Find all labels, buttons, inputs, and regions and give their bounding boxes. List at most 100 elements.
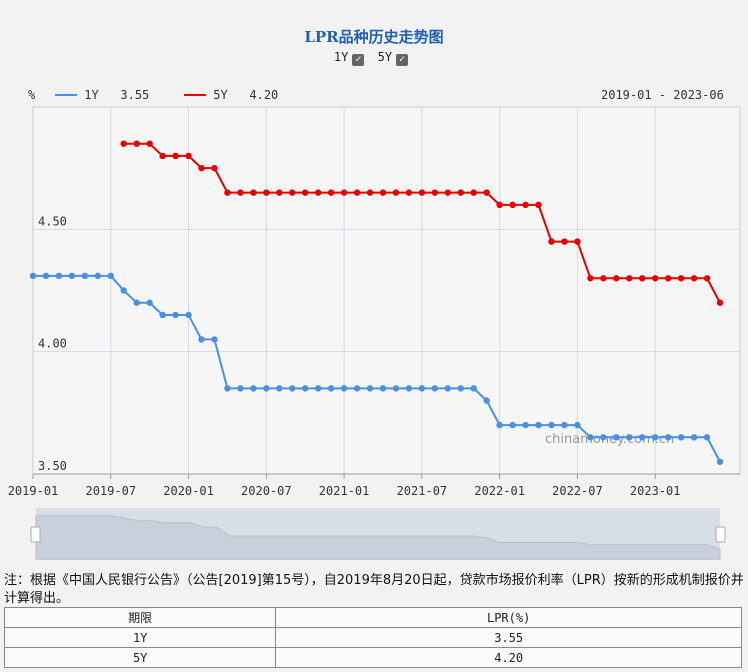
data-point-1Y[interactable] xyxy=(314,385,322,392)
data-point-1Y[interactable] xyxy=(483,397,490,404)
data-point-5Y[interactable] xyxy=(379,189,387,196)
data-point-1Y[interactable] xyxy=(405,385,413,392)
data-point-5Y[interactable] xyxy=(613,275,620,282)
legend-1y[interactable]: 1Y 3.55 xyxy=(55,88,149,102)
data-point-5Y[interactable] xyxy=(250,189,257,196)
data-point-1Y[interactable] xyxy=(133,299,140,306)
data-point-1Y[interactable] xyxy=(263,385,270,392)
data-point-1Y[interactable] xyxy=(185,311,192,319)
data-point-5Y[interactable] xyxy=(600,275,607,282)
toggle-1y-checkbox[interactable]: ✓ xyxy=(352,54,365,66)
data-point-5Y[interactable] xyxy=(639,275,646,282)
data-point-1Y[interactable] xyxy=(120,287,127,294)
data-point-5Y[interactable] xyxy=(431,189,439,196)
data-point-5Y[interactable] xyxy=(146,140,153,147)
data-point-1Y[interactable] xyxy=(107,272,114,280)
data-point-1Y[interactable] xyxy=(353,385,361,392)
data-point-5Y[interactable] xyxy=(496,201,503,209)
data-point-1Y[interactable] xyxy=(379,385,387,392)
data-point-5Y[interactable] xyxy=(353,189,361,196)
data-point-1Y[interactable] xyxy=(522,421,529,429)
data-point-5Y[interactable] xyxy=(263,189,270,196)
data-point-1Y[interactable] xyxy=(561,421,568,429)
legend-5y[interactable]: 5Y 4.20 xyxy=(184,88,278,102)
data-point-1Y[interactable] xyxy=(250,385,257,392)
data-point-5Y[interactable] xyxy=(509,201,516,209)
data-point-5Y[interactable] xyxy=(664,275,672,282)
data-point-1Y[interactable] xyxy=(327,385,335,392)
data-point-5Y[interactable] xyxy=(561,238,568,245)
data-point-1Y[interactable] xyxy=(535,421,542,429)
data-point-1Y[interactable] xyxy=(159,311,166,319)
data-point-5Y[interactable] xyxy=(237,189,244,196)
data-point-1Y[interactable] xyxy=(457,385,464,392)
data-point-5Y[interactable] xyxy=(457,189,464,196)
data-point-5Y[interactable] xyxy=(366,189,374,196)
data-point-5Y[interactable] xyxy=(211,164,218,172)
data-point-5Y[interactable] xyxy=(327,189,335,196)
data-point-5Y[interactable] xyxy=(716,299,724,306)
data-point-1Y[interactable] xyxy=(496,421,503,429)
data-point-5Y[interactable] xyxy=(703,275,711,282)
data-point-5Y[interactable] xyxy=(314,189,322,196)
navigator-left-handle[interactable] xyxy=(30,526,41,543)
data-point-1Y[interactable] xyxy=(392,385,400,392)
data-point-5Y[interactable] xyxy=(651,275,659,282)
toggle-5y-checkbox[interactable]: ✓ xyxy=(396,54,409,66)
data-point-5Y[interactable] xyxy=(418,189,426,196)
data-point-1Y[interactable] xyxy=(211,336,218,343)
data-point-5Y[interactable] xyxy=(626,275,633,282)
data-point-1Y[interactable] xyxy=(55,272,63,280)
data-point-5Y[interactable] xyxy=(224,189,231,196)
data-point-1Y[interactable] xyxy=(172,311,179,319)
data-point-1Y[interactable] xyxy=(509,421,516,429)
data-point-5Y[interactable] xyxy=(185,152,192,160)
data-point-1Y[interactable] xyxy=(716,458,724,465)
data-point-1Y[interactable] xyxy=(224,385,231,392)
data-point-1Y[interactable] xyxy=(94,272,102,280)
data-point-5Y[interactable] xyxy=(159,152,166,160)
data-point-1Y[interactable] xyxy=(146,299,153,306)
data-point-1Y[interactable] xyxy=(198,336,205,343)
data-point-5Y[interactable] xyxy=(392,189,400,196)
data-point-5Y[interactable] xyxy=(587,275,594,282)
data-point-5Y[interactable] xyxy=(340,189,348,196)
data-point-5Y[interactable] xyxy=(405,189,413,196)
data-point-1Y[interactable] xyxy=(81,272,89,280)
data-point-1Y[interactable] xyxy=(444,385,451,392)
data-point-1Y[interactable] xyxy=(613,434,620,441)
data-point-1Y[interactable] xyxy=(651,434,659,441)
data-point-1Y[interactable] xyxy=(42,272,50,280)
data-point-1Y[interactable] xyxy=(587,434,594,441)
data-point-5Y[interactable] xyxy=(522,201,529,209)
data-point-1Y[interactable] xyxy=(703,434,711,441)
data-point-5Y[interactable] xyxy=(172,152,179,160)
data-point-5Y[interactable] xyxy=(470,189,477,196)
data-point-1Y[interactable] xyxy=(639,434,646,441)
data-point-5Y[interactable] xyxy=(690,275,698,282)
data-point-1Y[interactable] xyxy=(302,385,309,392)
data-point-1Y[interactable] xyxy=(276,385,283,392)
data-point-1Y[interactable] xyxy=(366,385,374,392)
data-point-1Y[interactable] xyxy=(29,272,37,280)
data-point-5Y[interactable] xyxy=(444,189,451,196)
data-point-5Y[interactable] xyxy=(133,140,140,147)
data-point-5Y[interactable] xyxy=(548,238,555,245)
data-point-5Y[interactable] xyxy=(677,275,685,282)
data-point-5Y[interactable] xyxy=(289,189,296,196)
data-point-1Y[interactable] xyxy=(664,434,672,441)
data-point-5Y[interactable] xyxy=(120,140,127,147)
data-point-5Y[interactable] xyxy=(483,189,490,196)
data-point-1Y[interactable] xyxy=(470,385,477,392)
data-point-5Y[interactable] xyxy=(276,189,283,196)
data-point-1Y[interactable] xyxy=(690,434,698,441)
data-point-1Y[interactable] xyxy=(574,421,581,429)
data-point-1Y[interactable] xyxy=(600,434,607,441)
data-point-1Y[interactable] xyxy=(418,385,426,392)
data-point-5Y[interactable] xyxy=(535,201,542,209)
data-point-1Y[interactable] xyxy=(548,421,555,429)
data-point-1Y[interactable] xyxy=(237,385,244,392)
data-point-1Y[interactable] xyxy=(677,434,685,441)
data-point-1Y[interactable] xyxy=(431,385,439,392)
data-point-1Y[interactable] xyxy=(68,272,76,280)
